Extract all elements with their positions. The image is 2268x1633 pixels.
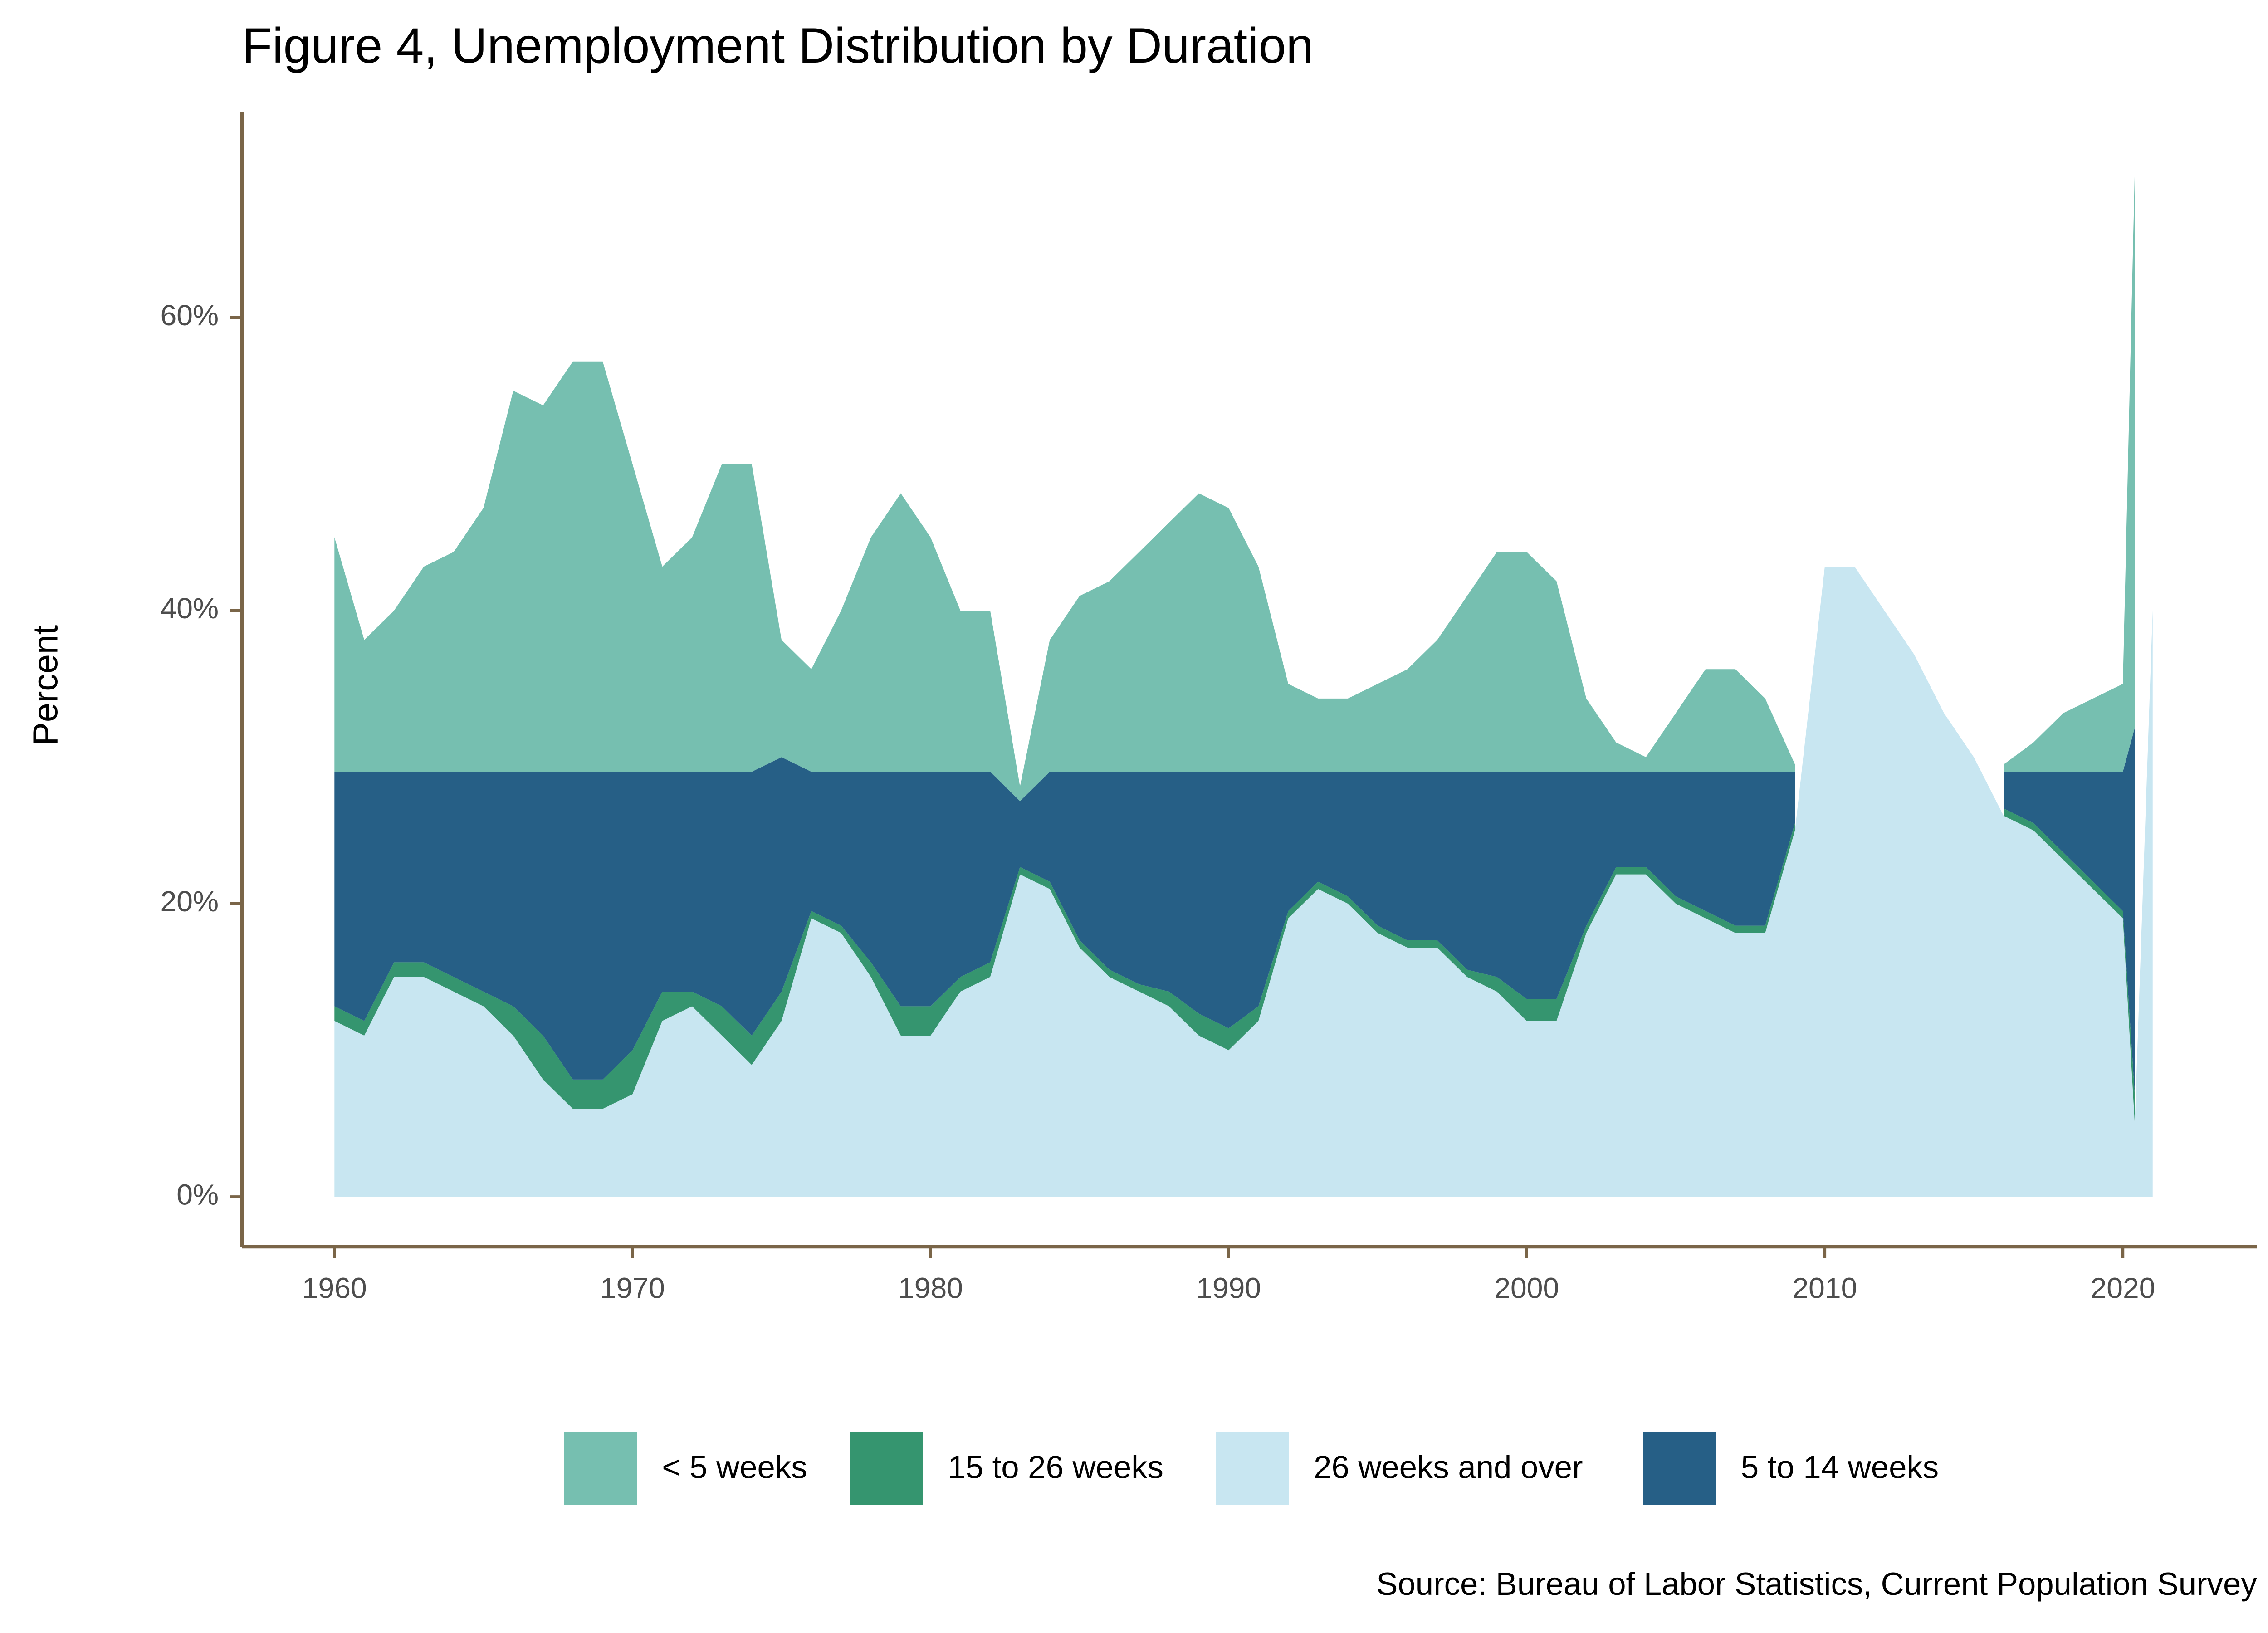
y-tick-label: 60% [161, 299, 219, 332]
x-tick-label: 2020 [2091, 1272, 2156, 1305]
legend-label: 26 weeks and over [1314, 1449, 1583, 1485]
legend-label: 15 to 26 weeks [948, 1449, 1163, 1485]
legend-label: 5 to 14 weeks [1741, 1449, 1939, 1485]
source-note: Source: Bureau of Labor Statistics, Curr… [1376, 1566, 2257, 1602]
y-tick-label: 20% [161, 885, 219, 918]
x-tick-label: 1960 [302, 1272, 367, 1305]
x-tick-label: 2000 [1494, 1272, 1559, 1305]
area [2004, 171, 2135, 772]
y-tick-label: 40% [161, 592, 219, 625]
legend-label: < 5 weeks [662, 1449, 807, 1485]
area [2004, 728, 2135, 1095]
x-tick-label: 2010 [1792, 1272, 1857, 1305]
area [334, 757, 1795, 1080]
y-axis-label: Percent [26, 625, 65, 746]
x-tick-label: 1990 [1196, 1272, 1261, 1305]
chart-title: Figure 4, Unemployment Distribution by D… [242, 18, 1314, 73]
legend-swatch [1643, 1432, 1716, 1505]
legend-swatch [564, 1432, 637, 1505]
legend-swatch [850, 1432, 923, 1505]
legend-swatch [1216, 1432, 1289, 1505]
x-tick-label: 1970 [600, 1272, 665, 1305]
x-tick-label: 1980 [898, 1272, 963, 1305]
y-tick-label: 0% [176, 1178, 219, 1211]
area [334, 567, 2153, 1197]
area [334, 361, 1795, 802]
